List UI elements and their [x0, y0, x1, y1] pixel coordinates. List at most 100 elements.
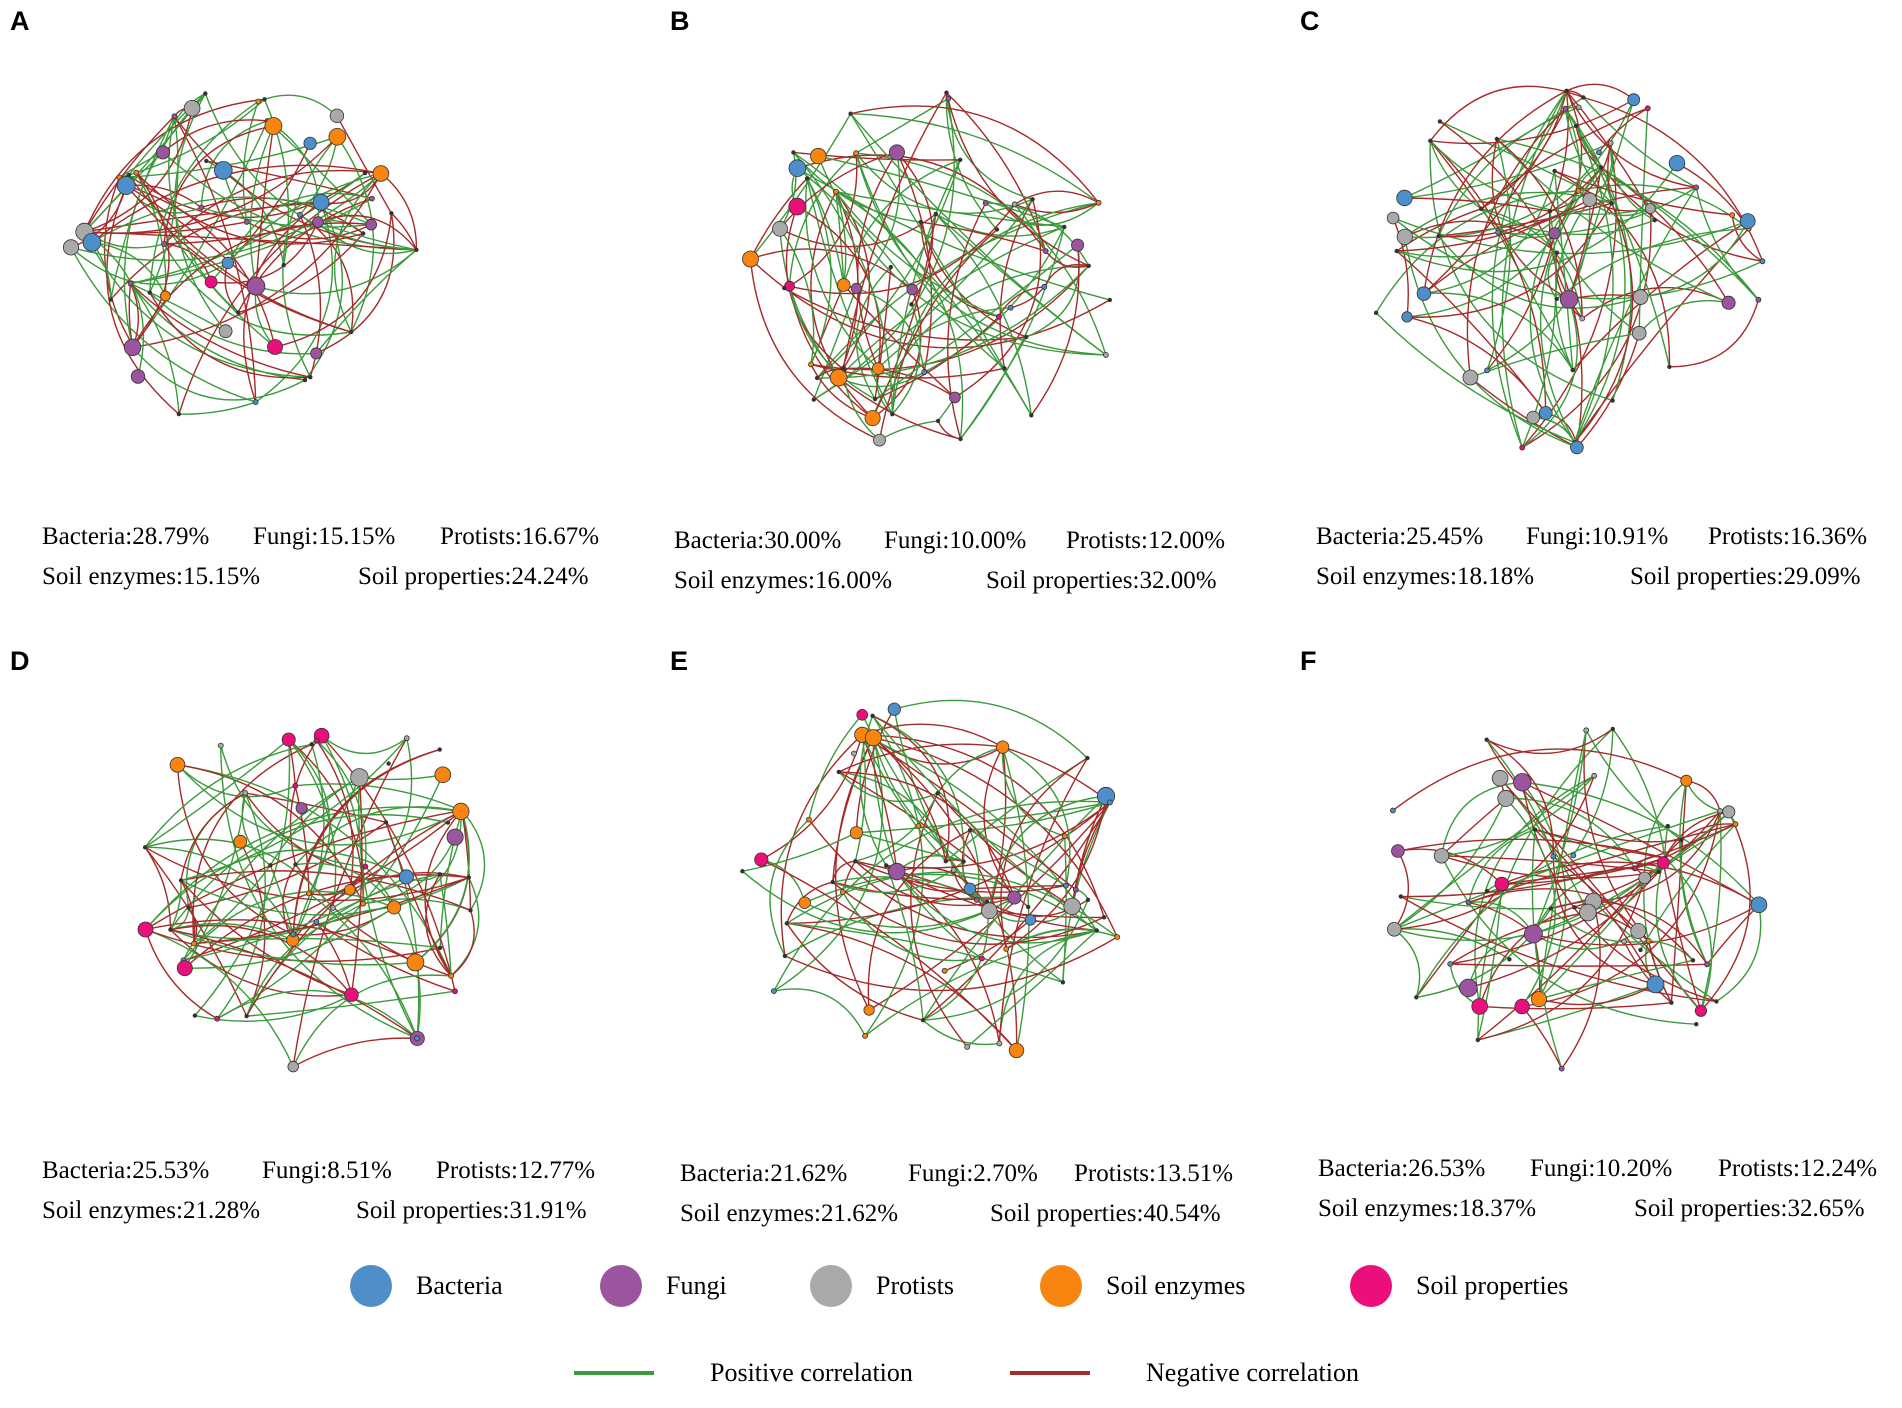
- bacteria-node: [1416, 286, 1432, 301]
- fungi-node: [171, 113, 178, 120]
- positive-correlation-edge: [1564, 108, 1671, 367]
- negative-correlation-edge: [135, 172, 364, 245]
- minor-node: [1002, 366, 1007, 371]
- minor-node: [1398, 894, 1403, 899]
- stat-fungi: Fungi:10.91%: [1526, 523, 1669, 550]
- positive-correlation-edge: [304, 201, 343, 381]
- protists-node: [1462, 369, 1479, 386]
- minor-node: [1694, 1022, 1699, 1027]
- positive-correlation-edge: [1564, 108, 1581, 192]
- edges: [741, 699, 1118, 1051]
- fungi-node: [295, 802, 308, 815]
- minor-node: [890, 412, 895, 417]
- positive-correlation-edge: [850, 113, 1100, 204]
- positive-correlation-edge: [1531, 829, 1563, 1069]
- soil-enzymes-node: [386, 900, 402, 915]
- positive-correlation-edge: [749, 113, 852, 260]
- panel-f: F Bacteria:26.53% Fungi:10.20% Protists:…: [1268, 640, 1902, 1280]
- panel-letter: E: [670, 646, 689, 676]
- negative-correlation-edge: [245, 792, 407, 878]
- negative-correlation-edge: [163, 243, 212, 283]
- minor-node: [1428, 138, 1433, 143]
- negative-correlation-edge: [1545, 412, 1578, 448]
- negative-correlation-edge: [188, 821, 387, 909]
- bacteria-node: [1646, 975, 1665, 994]
- minor-node: [176, 411, 182, 417]
- negative-correlation-edge: [937, 792, 1073, 907]
- negative-correlation-edge: [292, 1037, 418, 1068]
- minor-node: [1581, 95, 1586, 100]
- soil-enzymes-node: [1003, 946, 1010, 952]
- positive-correlation-edge: [985, 202, 1090, 267]
- fungi-node: [1071, 238, 1085, 252]
- negative-correlation-edge: [1439, 120, 1583, 448]
- negative-correlation-edge: [1014, 190, 1099, 205]
- panel-b: B Bacteria:30.00% Fungi:10.00% Protists:…: [634, 0, 1268, 640]
- minor-node: [848, 111, 853, 116]
- legend-protists: Protists: [810, 1265, 954, 1307]
- positive-correlation-edge: [1429, 140, 1613, 402]
- positive-correlation-edge: [70, 247, 256, 403]
- fungi-node: [155, 145, 170, 160]
- positive-correlation-edge: [1423, 292, 1574, 371]
- positive-correlation-edge: [245, 906, 395, 1017]
- negative-correlation-edge: [786, 922, 924, 1021]
- minor-node: [437, 747, 442, 752]
- positive-correlation-edge: [177, 764, 296, 798]
- positive-correlation-edge: [216, 792, 266, 1020]
- positive-correlation-edge: [1612, 728, 1666, 858]
- negative-correlation-edge: [192, 743, 312, 944]
- negative-correlation-edge: [315, 921, 353, 995]
- bacteria-node: [1106, 799, 1113, 806]
- stat-fungi: Fungi:10.00%: [884, 527, 1027, 554]
- stat-protists: Protists:16.67%: [440, 523, 600, 550]
- soil-enzymes-node: [1729, 212, 1736, 218]
- positive-correlation-edge: [1680, 839, 1708, 965]
- bacteria-node: [921, 369, 928, 376]
- fungi-node: [365, 218, 378, 231]
- protists-node: [1575, 104, 1582, 111]
- bacteria-node: [414, 1035, 421, 1042]
- minor-node: [1394, 248, 1399, 254]
- minor-node: [994, 227, 1000, 232]
- positive-correlation-edge: [1664, 825, 1669, 858]
- negative-line-icon: [1010, 1371, 1090, 1375]
- negative-correlation-edge: [84, 201, 322, 233]
- negative-correlation-edge: [110, 201, 322, 301]
- positive-correlation-edge: [145, 846, 294, 935]
- protists-node: [218, 324, 233, 339]
- negative-correlation-edge: [1477, 877, 1646, 1041]
- positive-correlation-edge: [216, 989, 418, 1039]
- positive-correlation-edge: [144, 838, 334, 909]
- negative-correlation-edge: [126, 185, 257, 287]
- panel-d: D Bacteria:25.53% Fungi:8.51% Protists:1…: [0, 640, 634, 1280]
- protists-node: [1591, 772, 1598, 779]
- minor-node: [1714, 999, 1719, 1004]
- protists-node: [287, 1060, 299, 1073]
- negative-correlation-edge: [1676, 162, 1750, 230]
- positive-correlation-edge: [1539, 167, 1602, 443]
- soil-enzymes-node: [862, 1032, 869, 1039]
- negative-correlation-edge: [998, 286, 1045, 318]
- positive-correlation-edge: [842, 369, 880, 441]
- protists-node: [1607, 140, 1614, 147]
- positive-correlation-edge: [1655, 862, 1702, 1012]
- positive-correlation-edge: [1648, 940, 1694, 961]
- stat-protists: Protists:12.24%: [1718, 1155, 1878, 1182]
- fungi-node: [982, 199, 989, 206]
- minor-node: [168, 927, 173, 932]
- positive-correlation-edge: [144, 739, 290, 848]
- minor-node: [1478, 206, 1484, 211]
- minor-node: [1062, 224, 1067, 230]
- stat-soil-properties: Soil properties:31.91%: [356, 1197, 587, 1224]
- negative-correlation-edge: [84, 136, 338, 234]
- negative-correlation-edge: [843, 367, 956, 398]
- negative-correlation-edge: [873, 737, 1118, 938]
- bacteria-node: [1495, 229, 1502, 236]
- network-graph: [1387, 726, 1768, 1072]
- fungi-node: [246, 276, 266, 296]
- soil-enzymes-node: [1680, 774, 1693, 787]
- panel-letter: A: [10, 6, 30, 36]
- soil-enzymes-node: [448, 972, 455, 979]
- stat-fungi: Fungi:8.51%: [262, 1157, 392, 1184]
